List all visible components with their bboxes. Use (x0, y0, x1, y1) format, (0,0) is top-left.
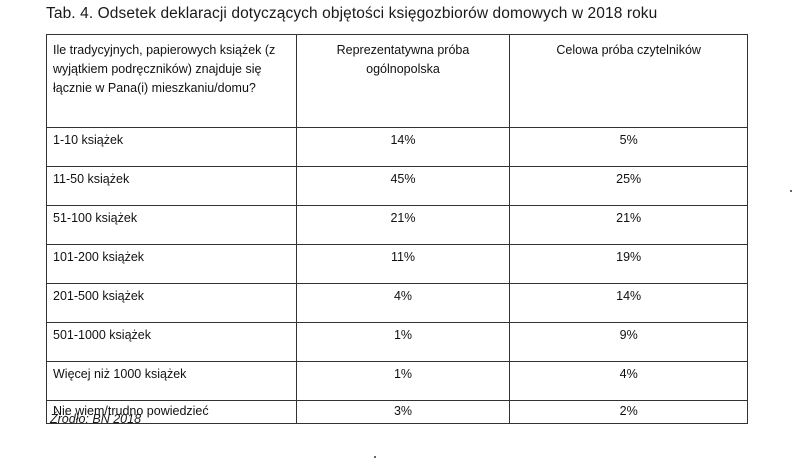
targeted-value: 25% (509, 166, 748, 206)
targeted-value: 4% (509, 361, 748, 401)
table-header-row: Ile tradycyjnych, papierowych książek (z… (46, 34, 748, 128)
row-label: 51-100 książek (46, 205, 297, 245)
table-row: 11-50 książek 45% 25% (46, 166, 748, 206)
row-label: 501-1000 książek (46, 322, 297, 362)
targeted-value: 21% (509, 205, 748, 245)
representative-value: 45% (295, 166, 511, 206)
representative-value: 11% (295, 244, 511, 284)
representative-value: 3% (295, 400, 511, 424)
table-row: Więcej niż 1000 książek 1% 4% (46, 361, 748, 401)
table-row: 101-200 książek 11% 19% (46, 244, 748, 284)
table-title: Tab. 4. Odsetek deklaracji dotyczących o… (46, 5, 658, 22)
header-representative-sample: Reprezentatywna próba ogólnopolska (295, 34, 511, 128)
row-label: Nie wiem/trudno powiedzieć (46, 400, 297, 424)
source-note: Źródło: BN 2018 (50, 412, 142, 426)
row-label: 11-50 książek (46, 166, 297, 206)
targeted-value: 14% (509, 283, 748, 323)
targeted-value: 19% (509, 244, 748, 284)
header-targeted-sample: Celowa próba czytelników (509, 34, 748, 128)
stray-dot (790, 190, 792, 192)
table-row: 501-1000 książek 1% 9% (46, 322, 748, 362)
table-row: 51-100 książek 21% 21% (46, 205, 748, 245)
row-label: Więcej niż 1000 książek (46, 361, 297, 401)
targeted-value: 9% (509, 322, 748, 362)
table-row: 1-10 książek 14% 5% (46, 127, 748, 167)
row-label: 101-200 książek (46, 244, 297, 284)
row-label: 201-500 książek (46, 283, 297, 323)
table-row: 201-500 książek 4% 14% (46, 283, 748, 323)
targeted-value: 2% (509, 400, 748, 424)
table-row: Nie wiem/trudno powiedzieć 3% 2% (46, 400, 748, 424)
representative-value: 4% (295, 283, 511, 323)
representative-value: 21% (295, 205, 511, 245)
representative-value: 1% (295, 361, 511, 401)
targeted-value: 5% (509, 127, 748, 167)
stray-dot (374, 456, 376, 458)
header-question: Ile tradycyjnych, papierowych książek (z… (46, 34, 297, 128)
row-label: 1-10 książek (46, 127, 297, 167)
representative-value: 1% (295, 322, 511, 362)
representative-value: 14% (295, 127, 511, 167)
book-collection-table: Ile tradycyjnych, papierowych książek (z… (46, 34, 748, 424)
